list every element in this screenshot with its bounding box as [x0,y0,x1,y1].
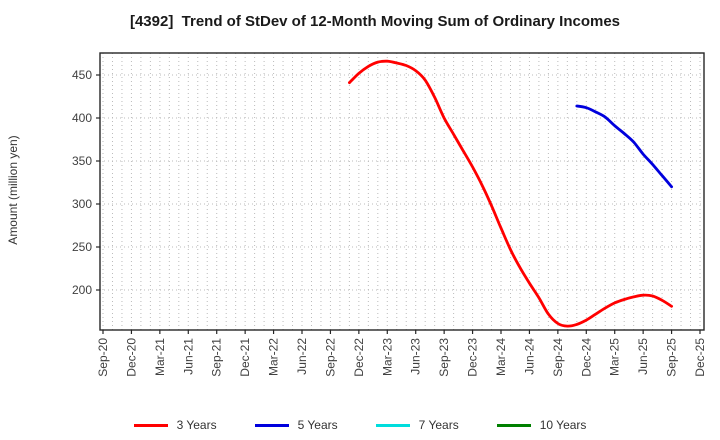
y-tick-label: 450 [72,68,92,82]
legend-item-5-years: 5 Years [254,418,338,432]
y-tick-label: 300 [72,197,92,211]
legend-label: 10 Years [539,418,587,432]
axes-spines [99,52,705,331]
x-tick-label: Mar-21 [153,338,167,376]
x-tick-label: Sep-21 [210,338,224,377]
x-tick-label: Sep-23 [437,338,451,377]
chart-title: [4392] Trend of StDev of 12-Month Moving… [129,13,621,30]
series-line-3-years [348,59,673,328]
x-tick-label: Dec-24 [579,338,593,377]
x-tick-label: Dec-21 [238,338,252,377]
legend-item-10-years: 10 Years [496,418,587,432]
x-tick-label: Mar-25 [608,338,622,376]
y-tick-label: 400 [72,111,92,125]
legend-swatch-10-years [496,423,531,427]
legend-item-3-years: 3 Years [133,418,217,432]
legend-label: 5 Years [297,418,338,432]
y-tick-label: 350 [72,154,92,168]
x-tick-label: Jun-24 [522,338,536,375]
x-tick-label: Sep-24 [551,338,565,377]
x-tick-label: Jun-25 [636,338,650,375]
legend-label: 3 Years [176,418,217,432]
chart-legend: 3 Years 5 Years 7 Years 10 Years [0,418,720,432]
x-tick-label: Sep-25 [665,338,679,377]
legend-swatch-3-years [133,423,168,427]
x-tick-label: Jun-23 [409,338,423,375]
legend-swatch-7-years [375,423,410,427]
x-tick-label: Dec-23 [466,338,480,377]
x-tick-label: Sep-20 [96,338,110,377]
legend-swatch-5-years [254,423,289,427]
x-tick-label: Dec-25 [693,338,707,377]
x-tick-label: Mar-22 [267,338,281,376]
x-tick-label: Mar-23 [380,338,394,376]
x-tick-label: Dec-22 [352,338,366,377]
legend-item-7-years: 7 Years [375,418,459,432]
x-tick-label: Mar-24 [494,338,508,376]
y-tick-label: 200 [72,283,92,297]
series-line-5-years [575,104,673,189]
y-tick-label: 250 [72,240,92,254]
legend-label: 7 Years [418,418,459,432]
x-tick-label: Jun-21 [181,338,195,375]
x-tick-label: Jun-22 [295,338,309,375]
x-tick-label: Dec-20 [124,338,138,377]
x-tick-label: Sep-22 [323,338,337,377]
